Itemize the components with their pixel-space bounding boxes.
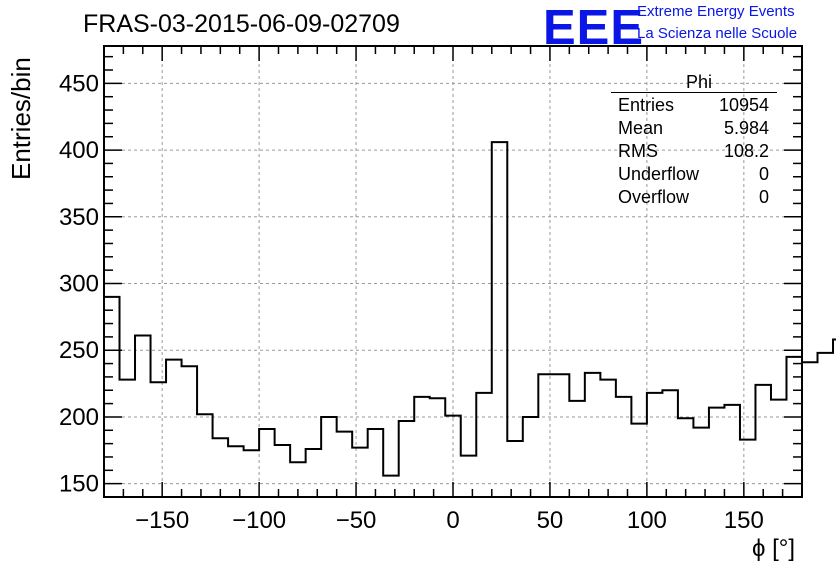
stats-box: Phi Entries 10954 Mean 5.984 RMS 108.2 U… [611, 72, 777, 210]
y-tick-label: 450 [59, 70, 99, 97]
x-tick-label: 50 [537, 507, 564, 534]
y-tick-label: 400 [59, 137, 99, 164]
stats-label: Entries [618, 95, 675, 115]
x-tick-label: 0 [446, 507, 459, 534]
grid-lines [104, 46, 802, 497]
plot-frame [103, 45, 803, 498]
stats-box-rule [611, 92, 777, 93]
stats-row-underflow: Underflow 0 [611, 164, 777, 187]
stats-row-entries: Entries 10954 [611, 95, 777, 118]
y-tick-label: 350 [59, 204, 99, 231]
y-tick-label: 250 [59, 337, 99, 364]
logo-line-2: La Scienza nelle Scuole [637, 25, 798, 42]
x-tick-label: −150 [135, 507, 189, 534]
stats-value: 10954 [718, 95, 769, 115]
stats-value: 0 [758, 164, 769, 184]
stats-label: Mean [618, 118, 664, 138]
x-tick-label: −100 [232, 507, 286, 534]
axis-ticks [104, 46, 802, 497]
stats-row-rms: RMS 108.2 [611, 141, 777, 164]
x-axis-label: ϕ [°] [752, 535, 796, 562]
y-axis-label: Entries/bin [6, 57, 36, 180]
x-tick-label: −50 [336, 507, 377, 534]
stats-label: Underflow [618, 164, 700, 184]
chart-title: FRAS-03-2015-06-09-02709 [83, 10, 400, 38]
stats-row-mean: Mean 5.984 [611, 118, 777, 141]
y-tick-label: 300 [59, 271, 99, 298]
tick-labels: −150 −100 −50 0 50 100 150 150 200 250 300 350 400 45… [59, 70, 764, 534]
logo-line-1: Extreme Energy Events [637, 3, 795, 20]
stats-value: 108.2 [723, 141, 769, 161]
stats-row-overflow: Overflow 0 [611, 187, 777, 210]
stats-box-title: Phi [685, 72, 712, 92]
y-tick-label: 150 [59, 471, 99, 498]
stats-label: RMS [618, 141, 658, 161]
stats-label: Overflow [618, 187, 690, 207]
histogram-line [104, 141, 836, 477]
eee-logo: EEE [543, 1, 645, 55]
stats-value: 5.984 [723, 118, 769, 138]
y-tick-label: 200 [59, 404, 99, 431]
stats-value: 0 [758, 187, 769, 207]
x-tick-label: 100 [627, 507, 667, 534]
x-tick-label: 150 [724, 507, 764, 534]
